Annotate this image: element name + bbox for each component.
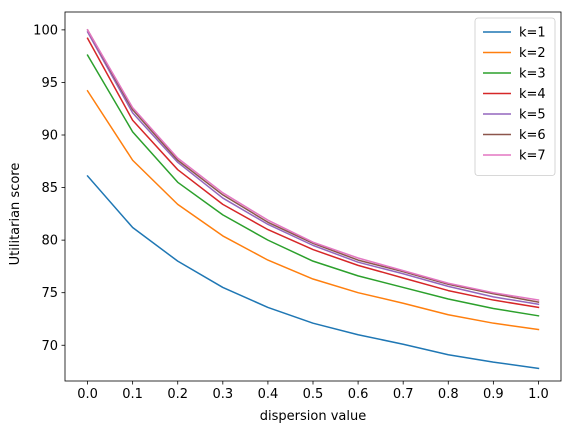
legend-label-k2: k=2 [519,46,546,61]
x-tick-label: 0.9 [483,387,504,402]
series-line-k6 [86,28,540,304]
x-tick-label: 0.7 [393,387,414,402]
series-line-k5 [86,30,540,306]
x-axis-label: dispersion value [260,409,366,424]
x-tick-label: 0.4 [258,387,279,402]
x-tick-label: 0.6 [348,387,369,402]
legend-label-k6: k=6 [519,128,546,143]
x-tick-label: 0.0 [77,387,98,402]
y-tick-label: 85 [41,181,58,196]
y-tick-label: 75 [41,286,58,301]
series-line-k2 [86,89,540,331]
x-tick-label: 0.1 [122,387,143,402]
x-tick-label: 0.5 [303,387,324,402]
series-line-k7 [86,28,540,301]
y-tick-label: 100 [33,23,58,38]
y-tick-label: 95 [41,76,58,91]
x-tick-label: 1.0 [528,387,549,402]
legend-label-k1: k=1 [519,26,546,41]
legend-box [474,17,556,176]
legend-label-k4: k=4 [519,87,546,102]
legend-label-k5: k=5 [519,108,546,123]
y-axis-label: Utilitarian score [8,163,23,266]
x-tick-label: 0.8 [438,387,459,402]
axes-layer: 0.0 0.1 0.2 0.3 0.4 0.5 0.6 0.7 0.8 0.9 1.0 70 75 80 8… [33,11,562,402]
y-tick-label: 70 [41,339,58,354]
legend: k=1 k=2 k=3 k=4 k=5 k=6 k=7 [474,17,556,176]
x-tick-label: 0.3 [212,387,233,402]
x-tick-label: 0.2 [167,387,188,402]
series-layer [86,28,540,370]
series-line-k1 [86,174,540,370]
legend-label-k3: k=3 [519,67,546,82]
legend-label-k7: k=7 [519,149,546,164]
series-line-k3 [86,54,540,317]
series-line-k4 [86,37,540,309]
y-tick-label: 90 [41,129,58,144]
y-tick-label: 80 [41,234,58,249]
